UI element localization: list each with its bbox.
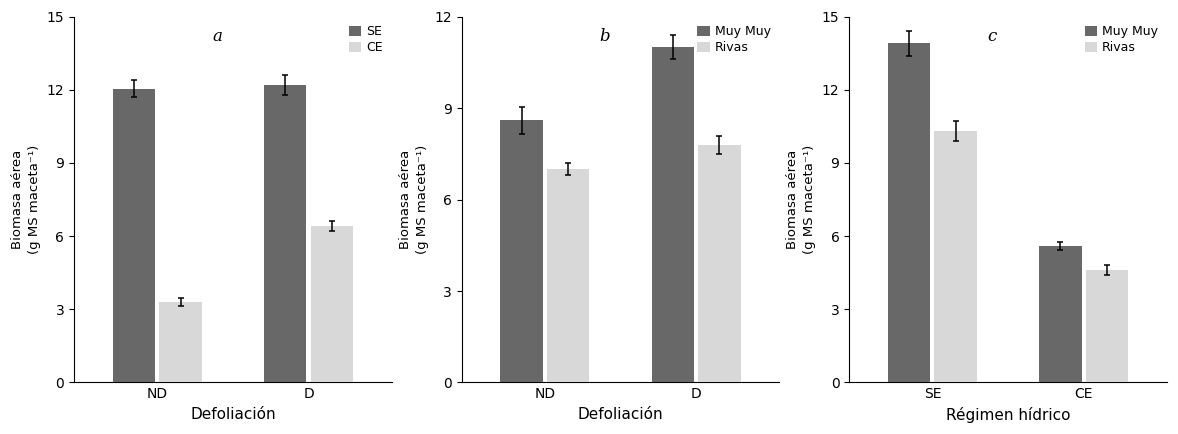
Bar bbox=[547, 169, 589, 382]
Legend: Muy Muy, Rivas: Muy Muy, Rivas bbox=[1083, 23, 1160, 57]
X-axis label: Defoliación: Defoliación bbox=[190, 407, 276, 422]
Bar bbox=[311, 227, 353, 382]
Bar bbox=[501, 120, 543, 382]
Bar bbox=[159, 302, 201, 382]
Bar bbox=[1086, 270, 1129, 382]
Legend: Muy Muy, Rivas: Muy Muy, Rivas bbox=[695, 23, 773, 57]
Bar bbox=[1039, 246, 1081, 382]
Y-axis label: Biomasa aérea
(g MS maceta⁻¹): Biomasa aérea (g MS maceta⁻¹) bbox=[786, 145, 816, 254]
Bar bbox=[264, 85, 306, 382]
Y-axis label: Biomasa aérea
(g MS maceta⁻¹): Biomasa aérea (g MS maceta⁻¹) bbox=[11, 145, 41, 254]
Legend: SE, CE: SE, CE bbox=[346, 23, 385, 57]
Text: a: a bbox=[212, 28, 221, 45]
Bar bbox=[888, 43, 931, 382]
Bar bbox=[113, 89, 155, 382]
Text: b: b bbox=[600, 28, 610, 45]
Y-axis label: Biomasa aérea
(g MS maceta⁻¹): Biomasa aérea (g MS maceta⁻¹) bbox=[398, 145, 429, 254]
Bar bbox=[699, 145, 741, 382]
X-axis label: Defoliación: Defoliación bbox=[577, 407, 663, 422]
Text: c: c bbox=[987, 28, 997, 45]
X-axis label: Régimen hídrico: Régimen hídrico bbox=[946, 407, 1071, 423]
Bar bbox=[934, 131, 977, 382]
Bar bbox=[651, 47, 694, 382]
